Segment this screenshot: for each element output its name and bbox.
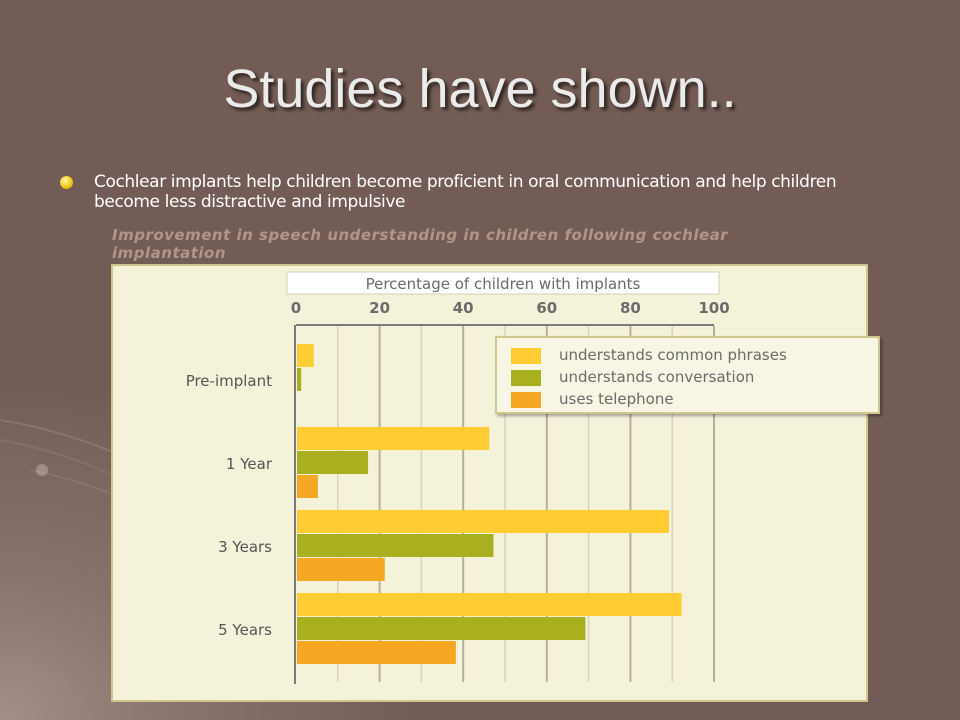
x-tick-label: 80 <box>620 299 641 317</box>
category-label: 1 Year <box>226 455 273 473</box>
legend-label: understands common phrases <box>559 346 787 364</box>
slide-title: Studies have shown.. <box>223 59 737 119</box>
bar <box>297 451 369 474</box>
legend-swatch <box>511 348 541 364</box>
x-tick-label: 40 <box>453 299 474 317</box>
bar <box>297 558 385 581</box>
x-tick-label: 60 <box>536 299 557 317</box>
category-label: 5 Years <box>218 621 272 639</box>
x-tick-label: 100 <box>698 299 729 317</box>
bar <box>297 368 302 391</box>
legend-label: uses telephone <box>559 390 674 408</box>
legend-label: understands conversation <box>559 368 755 386</box>
bar <box>297 617 586 640</box>
x-axis-label: Percentage of children with implants <box>366 275 641 293</box>
bar <box>297 593 682 616</box>
category-label: 3 Years <box>218 538 272 556</box>
x-tick-labels: 0 20 40 60 80 100 <box>291 299 730 317</box>
bars <box>297 344 682 664</box>
bar <box>297 641 456 664</box>
x-tick-label: 20 <box>369 299 390 317</box>
bar <box>297 510 670 533</box>
bar <box>297 534 494 557</box>
x-tick-label: 0 <box>291 299 301 317</box>
figure-caption: Improvement in speech understanding in c… <box>112 226 729 262</box>
xlabel-box <box>286 271 720 295</box>
bar <box>297 344 314 367</box>
category-label: Pre-implant <box>186 372 272 390</box>
legend-swatch <box>511 392 541 408</box>
category-labels: Pre-implant 1 Year 3 Years 5 Years <box>186 372 273 639</box>
bar <box>297 427 490 450</box>
legend: understands common phrases understands c… <box>495 336 880 414</box>
bullet-text: Cochlear implants help children become p… <box>94 172 837 212</box>
bar <box>297 475 318 498</box>
bullet-dot-icon <box>60 176 73 189</box>
legend-swatch <box>511 370 541 386</box>
